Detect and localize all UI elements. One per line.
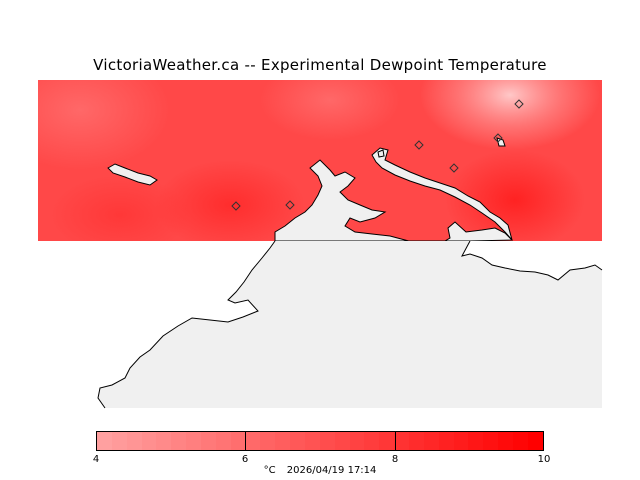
color-scale-bar [96, 431, 544, 451]
scale-segment [319, 432, 335, 450]
diamond-icon [514, 99, 524, 109]
land-area [98, 241, 602, 408]
island-small [377, 149, 385, 158]
scale-segment [349, 432, 365, 450]
dewpoint-field [38, 80, 602, 241]
chart-title: VictoriaWeather.ca -- Experimental Dewpo… [93, 56, 547, 74]
scale-label-8: 8 [391, 454, 399, 465]
scale-segment [409, 432, 424, 450]
scale-segment [394, 432, 410, 450]
legend-caption: °C 2026/04/19 17:14 [0, 465, 640, 476]
scale-segment [97, 432, 112, 450]
scale-segment [111, 432, 127, 450]
scale-segment [290, 432, 306, 450]
scale-segment [186, 432, 202, 450]
scale-label-max: 10 [537, 454, 551, 465]
scale-segment [215, 432, 231, 450]
scale-segment [275, 432, 291, 450]
timestamp: 2026/04/19 17:14 [286, 465, 377, 476]
scale-tick [245, 431, 246, 451]
diamond-icon [231, 201, 241, 211]
island [107, 163, 158, 186]
scale-segment [245, 432, 261, 450]
scale-segment [379, 432, 395, 450]
scale-segment [423, 432, 439, 450]
station-markers [231, 99, 524, 211]
diamond-icon [414, 140, 424, 150]
diamond-icon [493, 133, 503, 143]
diamond-icon [449, 163, 459, 173]
scale-segment [513, 432, 528, 450]
coastline [97, 240, 603, 409]
scale-segment [364, 432, 380, 450]
scale-segment [171, 432, 187, 450]
scale-segment [126, 432, 142, 450]
scale-segment [438, 432, 454, 450]
scale-segment [453, 432, 469, 450]
scale-segment [334, 432, 350, 450]
scale-tick [395, 431, 396, 451]
scale-segment [483, 432, 499, 450]
diamond-icon [285, 200, 295, 210]
land-peninsula [274, 159, 514, 241]
scale-label-min: 4 [92, 454, 100, 465]
unit-label: °C [263, 465, 276, 476]
scale-segment [260, 432, 276, 450]
scale-segment [498, 432, 514, 450]
land-east-coast [371, 147, 513, 241]
scale-segment [141, 432, 157, 450]
scale-segment [305, 432, 320, 450]
scale-label-6: 6 [241, 454, 249, 465]
scale-segment [468, 432, 484, 450]
scale-segment [156, 432, 172, 450]
scale-segment [527, 432, 543, 450]
scale-segment [201, 432, 216, 450]
scale-segment [230, 432, 246, 450]
